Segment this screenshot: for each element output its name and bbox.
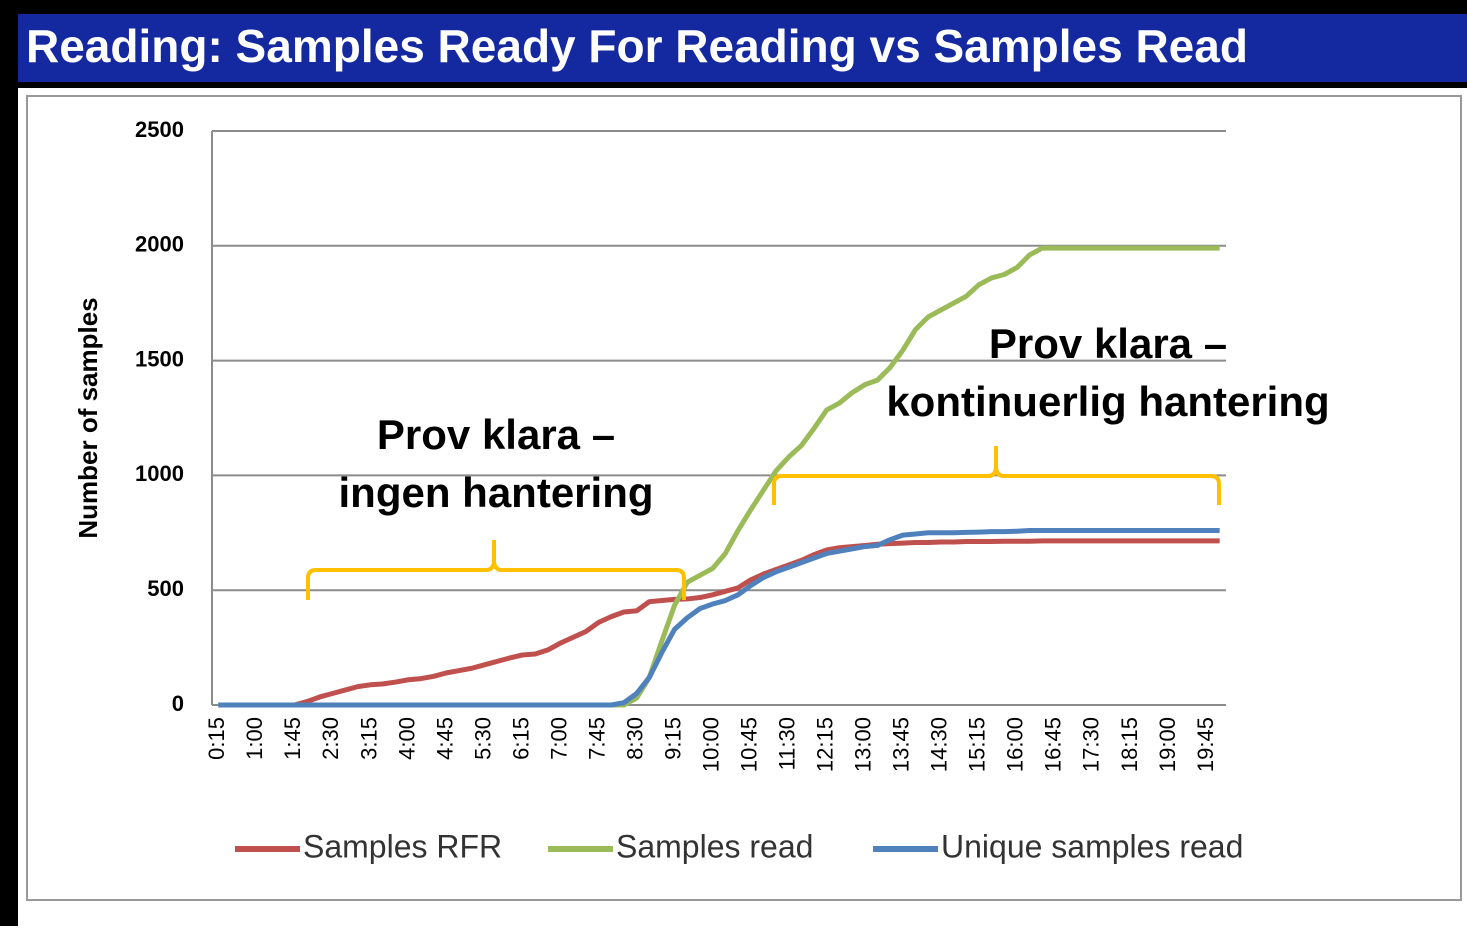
- annotation: Prov klara –: [989, 320, 1227, 367]
- y-tick-label: 500: [147, 576, 184, 601]
- x-tick-label: 5:30: [470, 717, 495, 760]
- x-tick-label: 16:45: [1041, 717, 1066, 772]
- x-tick-label: 4:45: [432, 717, 457, 760]
- x-tick-label: 16:00: [1003, 717, 1028, 772]
- x-tick-label: 4:00: [394, 717, 419, 760]
- title-underline: [18, 82, 1467, 88]
- legend-label: Samples RFR: [303, 828, 502, 864]
- bracket: [306, 540, 686, 600]
- x-tick-label: 1:00: [242, 717, 267, 760]
- title-bar: [18, 14, 1467, 86]
- x-tick-label: 13:00: [851, 717, 876, 772]
- x-tick-label: 12:15: [813, 717, 838, 772]
- x-tick-label: 10:00: [698, 717, 723, 772]
- annotation: kontinuerlig hantering: [886, 378, 1329, 425]
- legend-label: Unique samples read: [941, 828, 1243, 864]
- x-tick-label: 8:30: [622, 717, 647, 760]
- chart-frame: [26, 95, 1462, 901]
- x-tick-label: 14:30: [927, 717, 952, 772]
- series-line: [218, 538, 1220, 708]
- left-border: [0, 0, 18, 926]
- x-tick-label: 1:45: [280, 717, 305, 760]
- annotation: Prov klara –: [377, 411, 615, 458]
- x-tick-label: 7:00: [546, 717, 571, 760]
- x-tick-label: 7:45: [584, 717, 609, 760]
- legend-label: Samples read: [616, 828, 813, 864]
- y-tick-label: 2000: [135, 232, 184, 257]
- x-tick-label: 2:30: [318, 717, 343, 760]
- chart-title: Reading: Samples Ready For Reading vs Sa…: [26, 20, 1248, 72]
- y-tick-label: 1500: [135, 346, 184, 371]
- annotation: ingen hantering: [339, 469, 654, 516]
- x-tick-label: 15:15: [965, 717, 990, 772]
- series-line: [218, 528, 1220, 708]
- x-tick-label: 3:15: [356, 717, 381, 760]
- x-tick-label: 9:15: [660, 717, 685, 760]
- x-tick-label: 11:30: [775, 717, 800, 770]
- y-tick-label: 1000: [135, 461, 184, 486]
- x-tick-label: 19:00: [1155, 717, 1180, 772]
- x-tick-label: 6:15: [508, 717, 533, 760]
- y-tick-label: 2500: [135, 117, 184, 142]
- x-tick-label: 17:30: [1079, 717, 1104, 772]
- x-tick-label: 19:45: [1193, 717, 1218, 772]
- x-tick-label: 0:15: [204, 717, 229, 760]
- y-axis-label: Number of samples: [73, 297, 103, 538]
- top-border: [0, 0, 1467, 14]
- x-tick-label: 13:45: [889, 717, 914, 772]
- bracket: [772, 446, 1221, 505]
- x-tick-label: 18:15: [1117, 717, 1142, 772]
- y-tick-label: 0: [172, 691, 184, 716]
- x-tick-label: 10:45: [737, 717, 762, 772]
